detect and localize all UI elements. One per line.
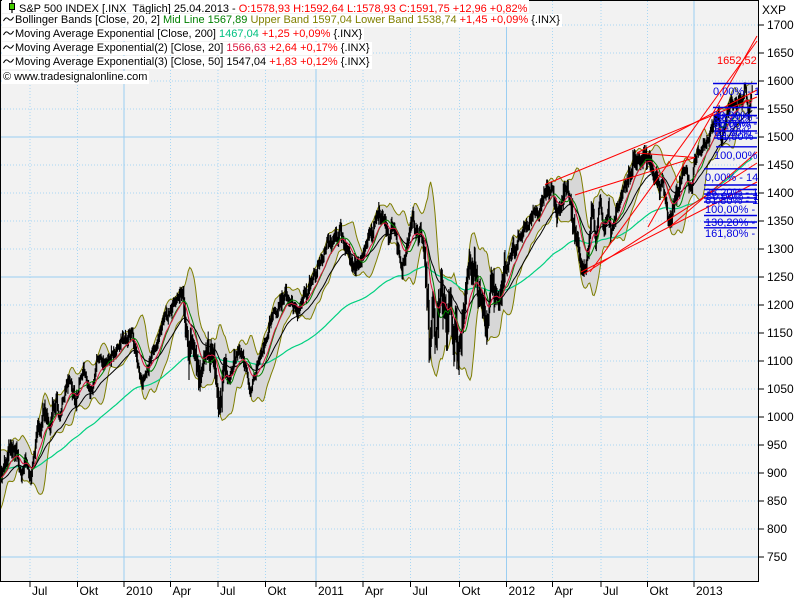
svg-text:Okt: Okt bbox=[650, 584, 669, 598]
svg-text:1200: 1200 bbox=[767, 298, 794, 312]
svg-text:50,00% - 1: 50,00% - 1 bbox=[706, 191, 759, 203]
svg-text:850: 850 bbox=[767, 494, 787, 508]
svg-text:1300: 1300 bbox=[767, 242, 794, 256]
svg-text:2013: 2013 bbox=[696, 584, 723, 598]
svg-text:2012: 2012 bbox=[509, 584, 536, 598]
svg-text:100,00%: 100,00% bbox=[714, 150, 758, 162]
svg-text:61,80% -: 61,80% - bbox=[714, 127, 758, 139]
svg-text:1050: 1050 bbox=[767, 382, 794, 396]
svg-text:1250: 1250 bbox=[767, 270, 794, 284]
svg-text:Apr: Apr bbox=[365, 584, 384, 598]
svg-text:1150: 1150 bbox=[767, 326, 793, 340]
svg-text:2011: 2011 bbox=[318, 584, 344, 598]
svg-text:750: 750 bbox=[767, 550, 787, 564]
svg-text:Okt: Okt bbox=[268, 584, 287, 598]
svg-text:1450: 1450 bbox=[767, 158, 794, 172]
svg-text:Apr: Apr bbox=[555, 584, 574, 598]
svg-text:1600: 1600 bbox=[767, 74, 794, 88]
svg-text:161,80% -: 161,80% - bbox=[705, 228, 755, 240]
svg-text:61,80% - 1: 61,80% - 1 bbox=[705, 195, 758, 207]
svg-text:1652,52: 1652,52 bbox=[717, 55, 757, 67]
svg-text:50,00%: 50,00% bbox=[714, 120, 752, 132]
svg-text:Jul: Jul bbox=[32, 584, 47, 598]
svg-text:900: 900 bbox=[767, 466, 787, 480]
svg-text:130,20% -: 130,20% - bbox=[705, 217, 755, 229]
svg-text:2010: 2010 bbox=[126, 584, 153, 598]
svg-text:Jul: Jul bbox=[603, 584, 618, 598]
svg-text:0,00% - 1: 0,00% - 1 bbox=[713, 86, 760, 98]
svg-text:1100: 1100 bbox=[767, 354, 793, 368]
svg-text:38,20% -: 38,20% - bbox=[715, 112, 759, 124]
svg-text:1400: 1400 bbox=[767, 186, 794, 200]
svg-text:61,80%: 61,80% bbox=[716, 131, 754, 143]
svg-text:1550: 1550 bbox=[767, 102, 794, 116]
svg-text:1000: 1000 bbox=[767, 410, 794, 424]
svg-text:Jul: Jul bbox=[413, 584, 428, 598]
svg-text:1700: 1700 bbox=[767, 18, 794, 32]
svg-text:Jul: Jul bbox=[220, 584, 235, 598]
svg-text:38,20% - 1: 38,20% - 1 bbox=[705, 187, 758, 199]
svg-text:Okt: Okt bbox=[462, 584, 481, 598]
svg-text:50,00% -: 50,00% - bbox=[713, 118, 757, 130]
svg-text:XXP: XXP bbox=[762, 3, 786, 17]
svg-text:950: 950 bbox=[767, 438, 787, 452]
svg-text:Okt: Okt bbox=[80, 584, 99, 598]
svg-text:1350: 1350 bbox=[767, 214, 794, 228]
svg-text:Apr: Apr bbox=[173, 584, 192, 598]
svg-text:800: 800 bbox=[767, 522, 787, 536]
svg-text:100,00% -: 100,00% - bbox=[705, 204, 755, 216]
svg-text:30,90% -: 30,90% - bbox=[713, 110, 757, 122]
svg-text:0,00% - 14: 0,00% - 14 bbox=[705, 172, 758, 184]
svg-text:1500: 1500 bbox=[767, 130, 794, 144]
svg-text:1650: 1650 bbox=[767, 46, 794, 60]
